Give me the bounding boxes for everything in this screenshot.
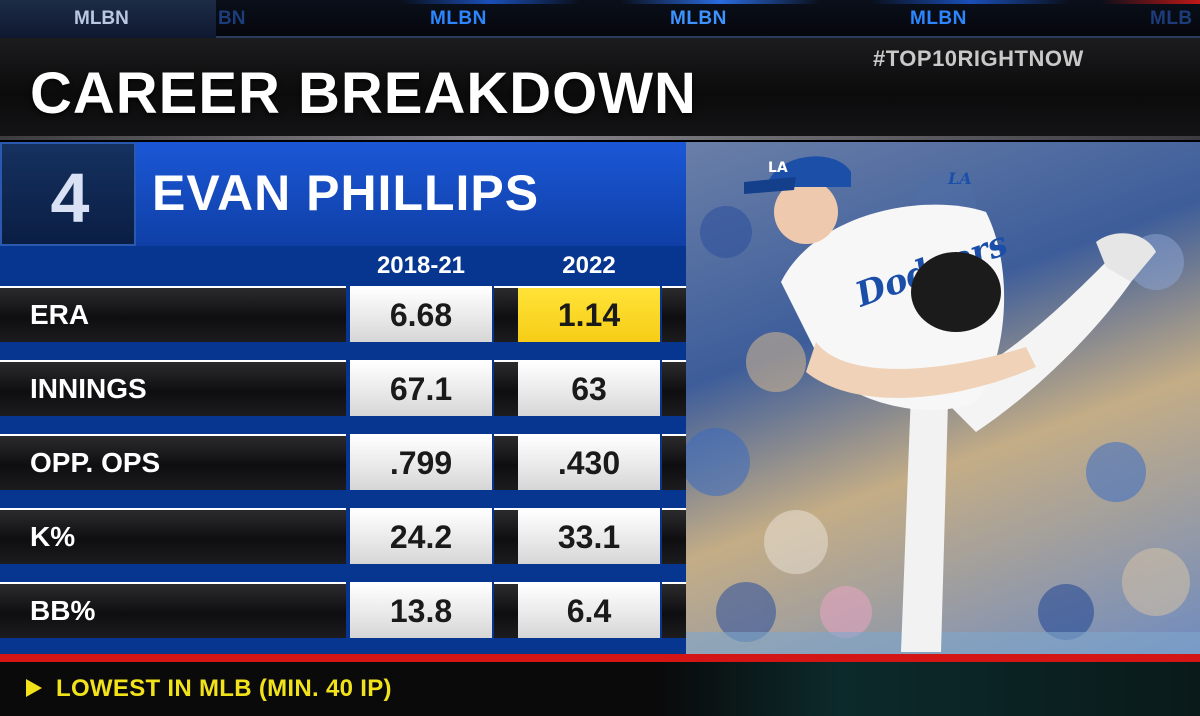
ticker-accent	[400, 0, 580, 4]
stat-value: 6.68	[350, 286, 492, 342]
cell-gap	[662, 508, 686, 564]
stat-value: .430	[518, 434, 660, 490]
ticker-accent	[1100, 0, 1200, 4]
stat-row: INNINGS 67.1 63	[0, 360, 686, 416]
ticker-item-active: MLBN	[0, 0, 216, 38]
player-photo: Dodgers LA LA	[686, 142, 1200, 654]
stat-label: INNINGS	[30, 373, 147, 404]
stat-label-bg	[0, 508, 346, 564]
column-header: 2018-21	[376, 252, 466, 279]
cap-logo: LA	[768, 160, 788, 176]
top-ticker: MLBN BN MLBN MLBN MLBN MLB	[0, 0, 1200, 38]
stat-label-bg	[0, 434, 346, 490]
ticker-accent	[870, 0, 1070, 4]
ticker-label: MLBN	[910, 8, 967, 29]
stat-row: ERA 6.68 1.14	[0, 286, 686, 342]
stat-label: OPP. OPS	[30, 447, 161, 478]
footer-note: LOWEST IN MLB (MIN. 40 IP)	[56, 675, 392, 702]
cell-gap	[662, 360, 686, 416]
stat-value-highlighted: 1.14	[518, 286, 660, 342]
pitcher-illustration: Dodgers LA LA	[686, 156, 1200, 654]
baseball-glove	[911, 252, 1001, 332]
graphic-header: CAREER BREAKDOWN #TOP10RIGHTNOW	[0, 38, 1200, 140]
stat-row: K% 24.2 33.1	[0, 508, 686, 564]
stat-label: BB%	[30, 595, 96, 626]
field-wall	[686, 632, 1200, 654]
stat-value: .799	[350, 434, 492, 490]
player-head	[774, 180, 838, 244]
ticker-accent	[620, 0, 820, 4]
stat-value: 24.2	[350, 508, 492, 564]
player-name: EVAN PHILLIPS	[152, 165, 540, 221]
player-cleat	[1096, 233, 1156, 282]
cell-gap	[494, 434, 518, 490]
cell-gap	[494, 508, 518, 564]
play-arrow-icon	[26, 679, 42, 697]
page-title: CAREER BREAKDOWN	[30, 61, 697, 126]
rank-number: 4	[50, 159, 90, 237]
footer-accent-line	[0, 654, 1200, 662]
cell-gap	[662, 582, 686, 638]
stat-value: 6.4	[518, 582, 660, 638]
header-divider	[0, 136, 1200, 140]
rank-box: 4	[0, 142, 136, 246]
stats-panel: 4 EVAN PHILLIPS 2018-21 2022 ERA 6.68 1.…	[0, 142, 686, 654]
stat-label-bg	[0, 582, 346, 638]
player-arm	[806, 342, 1036, 398]
stat-value: 13.8	[350, 582, 492, 638]
stat-row: OPP. OPS .799 .430	[0, 434, 686, 490]
stat-value: 33.1	[518, 508, 660, 564]
ticker-label: MLBN	[670, 8, 727, 29]
stat-row: BB% 13.8 6.4	[0, 582, 686, 638]
cell-gap	[494, 286, 518, 342]
stat-label: K%	[30, 521, 76, 552]
sleeve-logo: LA	[947, 169, 972, 188]
ticker-label: MLB	[1150, 8, 1193, 29]
cell-gap	[662, 434, 686, 490]
hashtag-label: #TOP10RIGHTNOW	[873, 46, 1084, 71]
cell-gap	[662, 286, 686, 342]
cell-gap	[494, 582, 518, 638]
stat-value: 67.1	[350, 360, 492, 416]
player-raised-leg	[936, 262, 1131, 432]
stat-label-bg	[0, 286, 346, 342]
cap-brim	[744, 177, 796, 194]
stat-label-bg	[0, 360, 346, 416]
column-header: 2022	[562, 252, 616, 279]
stat-value: 63	[518, 360, 660, 416]
ticker-label-active: MLBN	[74, 8, 129, 29]
footer-bar: LOWEST IN MLB (MIN. 40 IP)	[0, 662, 1200, 716]
stat-label: ERA	[30, 299, 90, 330]
ticker-ghost-label: BN	[218, 8, 246, 29]
ticker-label: MLBN	[430, 8, 487, 29]
cell-gap	[494, 360, 518, 416]
player-leg	[901, 392, 948, 652]
player-name-box: EVAN PHILLIPS	[136, 142, 686, 246]
